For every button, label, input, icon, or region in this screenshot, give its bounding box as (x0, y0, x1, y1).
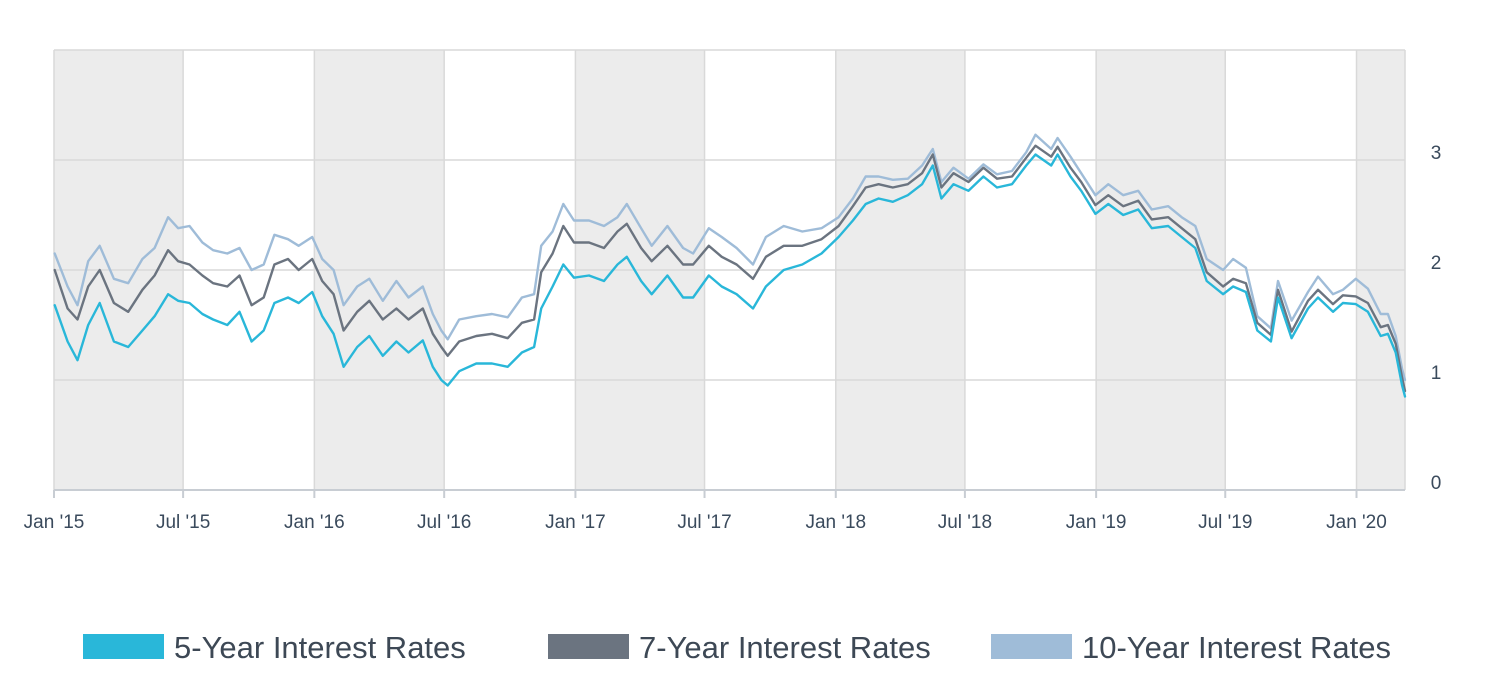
legend-label: 5-Year Interest Rates (174, 630, 466, 665)
series-line (53, 133, 1407, 382)
legend-swatch (991, 634, 1072, 659)
x-tick-label: Jan '15 (24, 512, 85, 533)
y-axis: 0 1 2 3 (1431, 143, 1442, 494)
series-lines (53, 133, 1407, 398)
x-tick-label: Jan '17 (545, 512, 606, 533)
y-tick-label: 0 (1431, 473, 1442, 494)
series-line (53, 153, 1407, 398)
x-tick-label: Jul '16 (417, 512, 471, 533)
x-tick-label: Jan '20 (1326, 512, 1387, 533)
y-tick-label: 2 (1431, 253, 1442, 274)
y-tick-label: 1 (1431, 363, 1442, 384)
series-line (53, 144, 1407, 393)
legend-swatch (548, 634, 629, 659)
legend-swatch (83, 634, 164, 659)
horizontal-gridlines (54, 49, 1405, 381)
legend-item: 10-Year Interest Rates (991, 630, 1391, 665)
legend-item: 7-Year Interest Rates (548, 630, 931, 665)
x-tick-label: Jan '19 (1066, 512, 1127, 533)
legend: 5-Year Interest Rates 7-Year Interest Rat… (83, 630, 1391, 665)
y-tick-label: 3 (1431, 143, 1442, 164)
x-axis: Jan '15 Jul '15 Jan '16 Jul '16 Jan '17 Jul '… (24, 489, 1405, 533)
legend-label: 7-Year Interest Rates (639, 630, 931, 665)
x-tick-label: Jul '15 (156, 512, 210, 533)
x-tick-label: Jan '16 (284, 512, 345, 533)
x-tick-label: Jul '19 (1198, 512, 1252, 533)
x-tick-label: Jul '17 (677, 512, 731, 533)
x-tick-label: Jul '18 (938, 512, 992, 533)
legend-item: 5-Year Interest Rates (83, 630, 466, 665)
x-tick-label: Jan '18 (805, 512, 866, 533)
legend-label: 10-Year Interest Rates (1082, 630, 1391, 665)
